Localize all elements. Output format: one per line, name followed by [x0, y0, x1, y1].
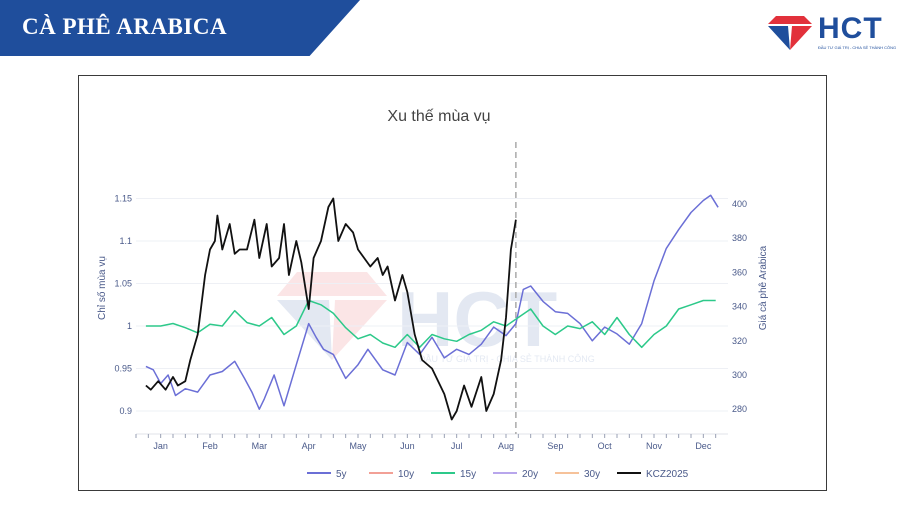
- x-tick-label: Sep: [547, 441, 563, 451]
- y2-tick-label: 380: [732, 233, 747, 243]
- seasonality-chart: HCT ĐẦU TƯ GIÁ TRỊ - CHIA SẺ THÀNH CÔNG …: [96, 108, 769, 480]
- y-tick-label: 1.15: [114, 194, 132, 204]
- logo-diamond-left: [768, 26, 790, 50]
- legend-label: 10y: [398, 469, 414, 480]
- y2-tick-label: 320: [732, 336, 747, 346]
- logo-diamond-right: [790, 26, 812, 50]
- y-tick-label: 1.1: [119, 236, 132, 246]
- y-tick-label: 0.9: [119, 406, 132, 416]
- legend-label: 15y: [460, 469, 476, 480]
- x-tick-label: Nov: [646, 441, 663, 451]
- series-line-15y: [145, 299, 716, 349]
- watermark-diamond-left: [277, 300, 332, 360]
- y-axis-right-label: Giá cà phê Arabica: [758, 245, 769, 330]
- legend: 5y 10y 15y 20y 30y KCZ2025: [307, 469, 689, 480]
- legend-item-kcz2025[interactable]: KCZ2025: [617, 469, 689, 480]
- diamond-logo-icon: [768, 16, 812, 50]
- logo-tagline: ĐẦU TƯ GIÁ TRỊ - CHIA SẺ THÀNH CÔNG: [818, 45, 897, 50]
- legend-item-30y[interactable]: 30y: [555, 469, 600, 480]
- watermark-diamond-right: [332, 300, 387, 360]
- y-tick-label: 1: [127, 321, 132, 331]
- legend-item-5y[interactable]: 5y: [307, 469, 347, 480]
- x-tick-label: May: [349, 441, 367, 451]
- title-banner: CÀ PHÊ ARABICA: [0, 0, 360, 56]
- legend-item-15y[interactable]: 15y: [431, 469, 476, 480]
- y2-tick-label: 300: [732, 370, 747, 380]
- y-axis-right: 280 300 320 340 360 380 400: [732, 199, 747, 414]
- brand-logo: HCT ĐẦU TƯ GIÁ TRỊ - CHIA SẺ THÀNH CÔNG: [766, 12, 896, 52]
- y2-tick-label: 360: [732, 267, 747, 277]
- y2-tick-label: 340: [732, 302, 747, 312]
- gridlines: [136, 198, 728, 412]
- legend-label: 20y: [522, 469, 538, 480]
- x-tick-label: Apr: [302, 441, 316, 451]
- chart-frame: HCT ĐẦU TƯ GIÁ TRỊ - CHIA SẺ THÀNH CÔNG …: [78, 75, 827, 491]
- legend-label: 30y: [584, 469, 600, 480]
- legend-label: 5y: [336, 469, 347, 480]
- y-axis-left-label: Chỉ số mùa vụ: [96, 256, 108, 320]
- watermark-tagline: ĐẦU TƯ GIÁ TRỊ - CHIA SẺ THÀNH CÔNG: [419, 353, 595, 364]
- x-axis: Jan Feb Mar Apr May Jun Jul Aug Sep Oct Nov Dec: [135, 433, 728, 451]
- series-line-5y: [145, 194, 719, 410]
- legend-label: KCZ2025: [646, 469, 689, 480]
- x-tick-label: Jun: [400, 441, 415, 451]
- y2-tick-label: 280: [732, 404, 747, 414]
- page-title: CÀ PHÊ ARABICA: [22, 14, 228, 39]
- x-tick-label: Mar: [252, 441, 268, 451]
- x-tick-label: Jul: [451, 441, 463, 451]
- logo-text: HCT: [818, 12, 883, 45]
- series-layer: [145, 194, 719, 421]
- y-axis-left: 0.9 0.95 1 1.05 1.1 1.15: [114, 194, 132, 417]
- x-tick-label: Feb: [202, 441, 218, 451]
- legend-item-10y[interactable]: 10y: [369, 469, 414, 480]
- chart-title: Xu thế mùa vụ: [387, 108, 490, 125]
- y-tick-label: 0.95: [114, 364, 132, 374]
- legend-item-20y[interactable]: 20y: [493, 469, 538, 480]
- y2-tick-label: 400: [732, 199, 747, 209]
- x-tick-label: Jan: [153, 441, 168, 451]
- y-tick-label: 1.05: [114, 279, 132, 289]
- x-tick-label: Oct: [598, 441, 613, 451]
- series-line-kcz2025: [145, 197, 517, 421]
- logo-diamond-top: [768, 16, 812, 24]
- x-tick-label: Dec: [695, 441, 712, 451]
- x-tick-label: Aug: [498, 441, 514, 451]
